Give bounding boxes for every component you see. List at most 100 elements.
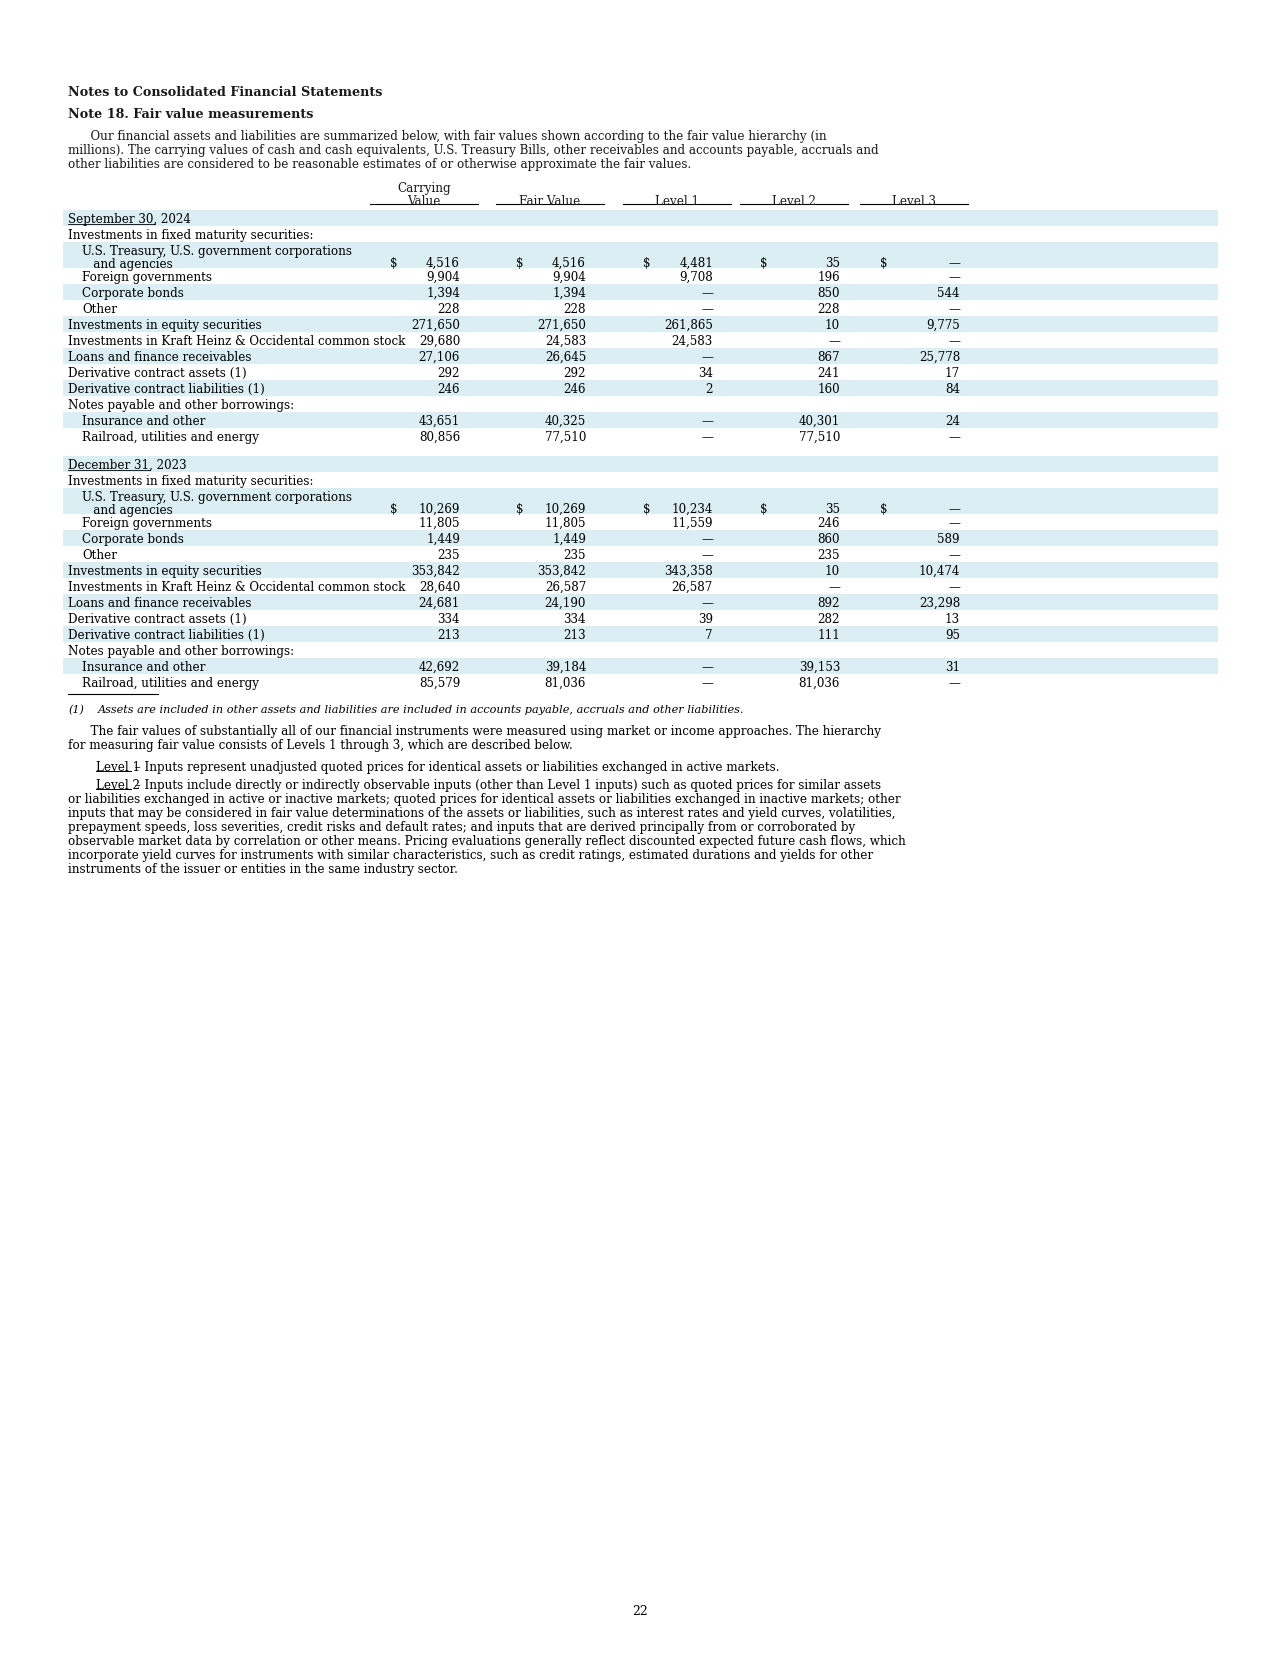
Text: 4,516: 4,516 bbox=[552, 257, 586, 270]
Text: Foreign governments: Foreign governments bbox=[82, 516, 212, 530]
Text: 246: 246 bbox=[818, 516, 840, 530]
Text: other liabilities are considered to be reasonable estimates of or otherwise appr: other liabilities are considered to be r… bbox=[68, 157, 691, 170]
Text: 213: 213 bbox=[563, 629, 586, 642]
Text: —: — bbox=[948, 549, 960, 561]
Text: 867: 867 bbox=[818, 351, 840, 364]
Text: —: — bbox=[948, 516, 960, 530]
Bar bbox=[63, 627, 1219, 642]
Text: Foreign governments: Foreign governments bbox=[82, 271, 212, 283]
Text: —: — bbox=[828, 334, 840, 348]
Text: Loans and finance receivables: Loans and finance receivables bbox=[68, 597, 251, 609]
Text: $: $ bbox=[643, 257, 650, 270]
Text: Railroad, utilities and energy: Railroad, utilities and energy bbox=[82, 430, 259, 444]
Text: 24,583: 24,583 bbox=[545, 334, 586, 348]
Text: Level 2: Level 2 bbox=[772, 195, 817, 209]
Text: 23,298: 23,298 bbox=[919, 597, 960, 609]
Text: 241: 241 bbox=[818, 367, 840, 379]
Text: 228: 228 bbox=[563, 303, 586, 316]
Text: 35: 35 bbox=[826, 257, 840, 270]
Text: 11,805: 11,805 bbox=[419, 516, 460, 530]
Text: 2: 2 bbox=[705, 382, 713, 396]
Text: 9,775: 9,775 bbox=[927, 319, 960, 331]
Bar bbox=[63, 243, 1219, 268]
Text: Corporate bonds: Corporate bonds bbox=[82, 533, 184, 546]
Text: 9,904: 9,904 bbox=[426, 271, 460, 283]
Text: millions). The carrying values of cash and cash equivalents, U.S. Treasury Bills: millions). The carrying values of cash a… bbox=[68, 144, 878, 157]
Text: 4,481: 4,481 bbox=[680, 257, 713, 270]
Text: 892: 892 bbox=[818, 597, 840, 609]
Text: 24,681: 24,681 bbox=[419, 597, 460, 609]
Text: —: — bbox=[948, 257, 960, 270]
Text: instruments of the issuer or entities in the same industry sector.: instruments of the issuer or entities in… bbox=[68, 862, 458, 875]
Text: $: $ bbox=[516, 503, 524, 516]
Bar bbox=[63, 381, 1219, 397]
Text: 39,184: 39,184 bbox=[544, 660, 586, 674]
Text: —: — bbox=[828, 581, 840, 594]
Text: 11,559: 11,559 bbox=[672, 516, 713, 530]
Text: Derivative contract assets (1): Derivative contract assets (1) bbox=[68, 367, 247, 379]
Text: 111: 111 bbox=[817, 629, 840, 642]
Text: 34: 34 bbox=[698, 367, 713, 379]
Text: 10: 10 bbox=[824, 319, 840, 331]
Text: and agencies: and agencies bbox=[82, 258, 173, 271]
Text: 235: 235 bbox=[818, 549, 840, 561]
Text: —: — bbox=[701, 351, 713, 364]
Text: $: $ bbox=[760, 257, 768, 270]
Text: 28,640: 28,640 bbox=[419, 581, 460, 594]
Text: Insurance and other: Insurance and other bbox=[82, 415, 205, 427]
Text: 10,269: 10,269 bbox=[544, 503, 586, 516]
Text: 22: 22 bbox=[632, 1604, 648, 1617]
Text: 84: 84 bbox=[945, 382, 960, 396]
Text: Derivative contract assets (1): Derivative contract assets (1) bbox=[68, 612, 247, 626]
Text: —: — bbox=[948, 303, 960, 316]
Text: 40,325: 40,325 bbox=[545, 415, 586, 427]
Text: Notes to Consolidated Financial Statements: Notes to Consolidated Financial Statemen… bbox=[68, 86, 383, 99]
Bar bbox=[63, 531, 1219, 546]
Text: Level 2: Level 2 bbox=[96, 778, 140, 791]
Text: Investments in equity securities: Investments in equity securities bbox=[68, 564, 261, 578]
Text: Investments in Kraft Heinz & Occidental common stock: Investments in Kraft Heinz & Occidental … bbox=[68, 334, 406, 348]
Text: and agencies: and agencies bbox=[82, 503, 173, 516]
Text: 235: 235 bbox=[438, 549, 460, 561]
Text: 10,474: 10,474 bbox=[919, 564, 960, 578]
Text: $: $ bbox=[881, 503, 887, 516]
Text: 228: 228 bbox=[438, 303, 460, 316]
Text: 25,778: 25,778 bbox=[919, 351, 960, 364]
Text: U.S. Treasury, U.S. government corporations: U.S. Treasury, U.S. government corporati… bbox=[82, 245, 352, 258]
Text: 95: 95 bbox=[945, 629, 960, 642]
Text: 43,651: 43,651 bbox=[419, 415, 460, 427]
Text: —: — bbox=[701, 677, 713, 690]
Text: 35: 35 bbox=[826, 503, 840, 516]
Text: 42,692: 42,692 bbox=[419, 660, 460, 674]
Text: Assets are included in other assets and liabilities are included in accounts pay: Assets are included in other assets and … bbox=[99, 705, 745, 715]
Text: 334: 334 bbox=[438, 612, 460, 626]
Text: 77,510: 77,510 bbox=[799, 430, 840, 444]
Text: Fair Value: Fair Value bbox=[520, 195, 581, 209]
Text: $: $ bbox=[390, 503, 398, 516]
Text: 292: 292 bbox=[438, 367, 460, 379]
Text: 10: 10 bbox=[824, 564, 840, 578]
Text: 27,106: 27,106 bbox=[419, 351, 460, 364]
Text: 26,587: 26,587 bbox=[545, 581, 586, 594]
Text: Railroad, utilities and energy: Railroad, utilities and energy bbox=[82, 677, 259, 690]
Text: 77,510: 77,510 bbox=[544, 430, 586, 444]
Text: – Inputs represent unadjusted quoted prices for identical assets or liabilities : – Inputs represent unadjusted quoted pri… bbox=[132, 761, 780, 773]
Text: 1,394: 1,394 bbox=[426, 286, 460, 300]
Text: 13: 13 bbox=[945, 612, 960, 626]
Text: $: $ bbox=[881, 257, 887, 270]
Text: 39: 39 bbox=[698, 612, 713, 626]
Text: 544: 544 bbox=[937, 286, 960, 300]
Text: —: — bbox=[948, 271, 960, 283]
Text: —: — bbox=[701, 597, 713, 609]
Text: —: — bbox=[701, 430, 713, 444]
Text: —: — bbox=[701, 533, 713, 546]
Text: 9,904: 9,904 bbox=[552, 271, 586, 283]
Text: Our financial assets and liabilities are summarized below, with fair values show: Our financial assets and liabilities are… bbox=[68, 131, 827, 142]
Text: 80,856: 80,856 bbox=[419, 430, 460, 444]
Text: Other: Other bbox=[82, 549, 116, 561]
Text: Carrying: Carrying bbox=[397, 182, 451, 195]
Text: Level 1: Level 1 bbox=[655, 195, 699, 209]
Text: 353,842: 353,842 bbox=[411, 564, 460, 578]
Text: 24,583: 24,583 bbox=[672, 334, 713, 348]
Bar bbox=[63, 594, 1219, 611]
